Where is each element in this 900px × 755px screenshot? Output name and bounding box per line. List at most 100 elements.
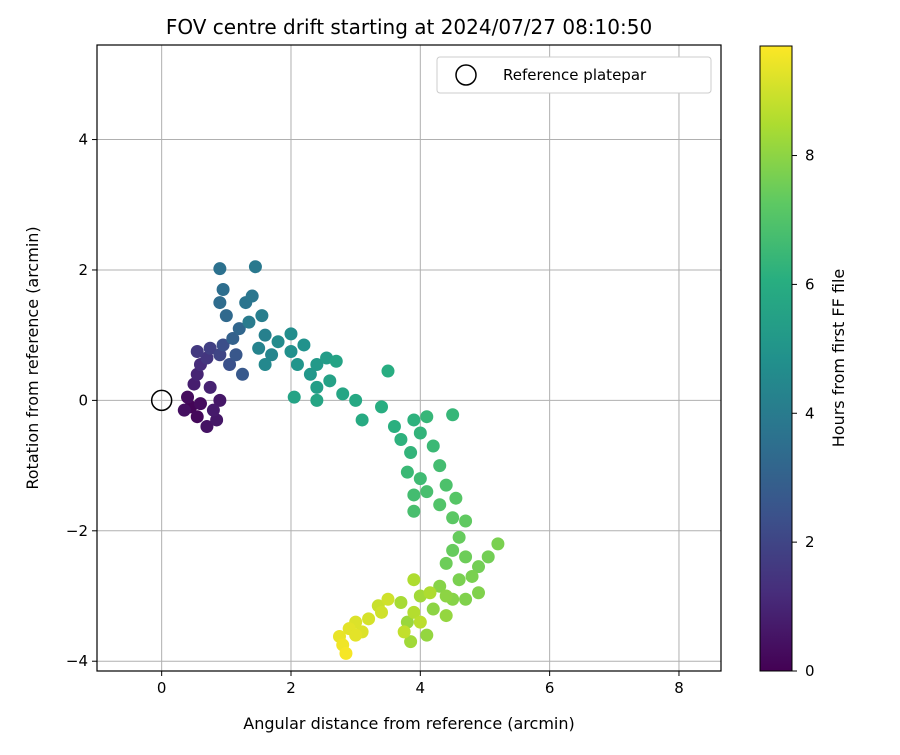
data-point [452,530,466,544]
chart-title: FOV centre drift starting at 2024/07/27 … [166,15,652,39]
data-point [420,485,434,499]
y-tick-label: 4 [78,131,88,149]
data-point [339,646,353,660]
data-point [200,419,214,433]
data-point [407,488,421,502]
data-point [216,283,230,297]
x-tick-label: 6 [545,679,555,697]
colorbar-tick-label: 8 [805,147,815,165]
data-point [290,358,304,372]
data-point [420,628,434,642]
data-point [303,367,317,381]
data-point [235,367,249,381]
y-tick-label: 0 [78,391,88,409]
data-point [387,419,401,433]
data-point [232,322,246,336]
colorbar-tick-label: 4 [805,404,815,422]
data-point [349,393,363,407]
data-point [310,380,324,394]
data-point [206,403,220,417]
data-points [177,260,505,660]
data-point [433,498,447,512]
data-point [248,260,262,274]
data-point [407,504,421,518]
data-point [193,397,207,411]
plot-frame [96,44,722,672]
data-point [446,543,460,557]
data-point [190,344,204,358]
data-point [439,589,453,603]
legend-label: Reference platepar [503,66,647,84]
data-point [407,605,421,619]
x-tick-label: 2 [286,679,296,697]
y-axis-ticks: −4 −2 0 2 4 [66,131,97,670]
data-point [203,380,217,394]
data-point [446,408,460,422]
data-point [433,579,447,593]
data-point [472,586,486,600]
data-point [181,390,195,404]
data-point [423,586,437,600]
data-point [355,413,369,427]
data-point [426,602,440,616]
data-point [472,560,486,574]
data-point [400,615,414,629]
data-point [177,403,191,417]
colorbar-ticks: 0 2 4 6 8 [792,147,815,680]
data-point [213,393,227,407]
data-point [452,573,466,587]
data-point [404,635,418,649]
data-point [223,358,237,372]
data-point [375,400,389,414]
data-point [287,390,301,404]
data-point [213,296,227,310]
data-point [284,327,298,341]
grid-lines [97,45,721,671]
data-point [413,426,427,440]
data-point [245,289,259,303]
data-point [491,537,505,551]
data-point [329,354,343,368]
data-point [216,338,230,352]
data-point [190,410,204,424]
data-point [404,446,418,460]
data-point [459,592,473,606]
reference-platepar-marker [150,389,173,412]
data-point [265,348,279,362]
data-point [400,465,414,479]
data-point [413,615,427,629]
data-point [258,328,272,342]
data-point [229,348,243,362]
x-tick-label: 0 [157,679,167,697]
legend-box [436,56,712,94]
data-point [297,338,311,352]
y-axis-label: Rotation from reference (arcmin) [23,226,42,489]
x-tick-label: 4 [416,679,426,697]
data-point [336,387,350,401]
data-point [213,348,227,362]
data-point [449,491,463,505]
x-axis-label: Angular distance from reference (arcmin) [243,714,574,733]
y-tick-label: −4 [66,652,88,670]
data-point [439,556,453,570]
data-point [459,550,473,564]
data-point [459,514,473,528]
data-point [394,596,408,610]
data-point [375,605,389,619]
colorbar-label: Hours from first FF file [829,269,848,448]
data-point [310,393,324,407]
data-point [200,351,214,365]
colorbar: 0 2 4 6 8 Hours from first FF file [759,45,848,680]
data-point [323,374,337,388]
data-point [394,433,408,447]
data-point [252,341,266,355]
colorbar-tick-label: 2 [805,533,815,551]
data-point [362,612,376,626]
data-point [242,315,256,329]
data-point [407,413,421,427]
data-point [190,367,204,381]
data-point [481,550,495,564]
data-point [219,309,233,323]
colorbar-tick-label: 6 [805,275,815,293]
